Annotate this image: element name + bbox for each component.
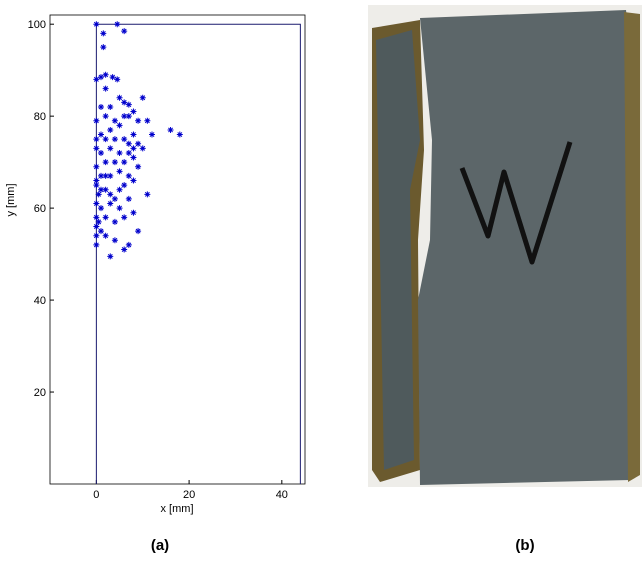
point (130, 145, 136, 151)
axes-frame (50, 15, 305, 484)
specimen-outline (96, 24, 300, 484)
point (100, 44, 106, 50)
point (126, 242, 132, 248)
point (126, 141, 132, 147)
point (107, 201, 113, 207)
point (100, 30, 106, 36)
point (135, 118, 141, 124)
point (114, 76, 120, 82)
point (117, 168, 123, 174)
point (130, 132, 136, 138)
point (107, 253, 113, 259)
x-tick-label: 40 (276, 489, 288, 501)
point (107, 127, 113, 133)
point (140, 145, 146, 151)
point (117, 187, 123, 193)
x-tick-label: 0 (93, 489, 99, 501)
y-tick-label: 40 (34, 295, 46, 307)
point (144, 118, 150, 124)
point (168, 127, 174, 133)
point (103, 72, 109, 78)
point (130, 155, 136, 161)
point (103, 214, 109, 220)
point (103, 187, 109, 193)
point (93, 201, 99, 207)
specimen-photo (368, 5, 642, 487)
point (103, 233, 109, 239)
point (144, 191, 150, 197)
y-tick-label: 20 (34, 387, 46, 399)
point (149, 132, 155, 138)
point (135, 228, 141, 234)
point (103, 86, 109, 92)
point (130, 109, 136, 115)
point (103, 113, 109, 119)
point (117, 150, 123, 156)
point (121, 214, 127, 220)
point (177, 132, 183, 138)
point (93, 164, 99, 170)
point (112, 219, 118, 225)
point (114, 21, 120, 27)
point (140, 95, 146, 101)
y-tick-label: 100 (28, 19, 46, 31)
caption-a: (a) (151, 537, 169, 554)
point (98, 104, 104, 110)
point (126, 173, 132, 179)
caption-b: (b) (515, 537, 534, 554)
point (126, 196, 132, 202)
point (121, 28, 127, 34)
point (130, 178, 136, 184)
point (93, 136, 99, 142)
point (121, 182, 127, 188)
point (126, 113, 132, 119)
point (121, 136, 127, 142)
point (112, 196, 118, 202)
point (121, 159, 127, 165)
point (135, 164, 141, 170)
x-axis-label: x [mm] (161, 503, 194, 515)
point (93, 242, 99, 248)
y-tick-label: 80 (34, 111, 46, 123)
point (103, 159, 109, 165)
point (93, 21, 99, 27)
figure: x [mm] y [mm] (a) (b) 0 20 40 20 40 60 80 100 (0, 0, 642, 556)
point (117, 205, 123, 211)
point (117, 122, 123, 128)
point (130, 210, 136, 216)
point (121, 247, 127, 253)
point (135, 141, 141, 147)
point (93, 118, 99, 124)
point (93, 145, 99, 151)
point (103, 173, 109, 179)
y-axis-label: y [mm] (5, 184, 17, 217)
point (107, 191, 113, 197)
point (112, 136, 118, 142)
point (98, 150, 104, 156)
point (126, 150, 132, 156)
point (112, 237, 118, 243)
point (126, 102, 132, 108)
point (98, 132, 104, 138)
point (98, 205, 104, 211)
point (112, 118, 118, 124)
point (103, 136, 109, 142)
point (112, 159, 118, 165)
y-tick-label: 60 (34, 203, 46, 215)
x-tick-label: 20 (183, 489, 195, 501)
point (93, 182, 99, 188)
point (107, 104, 113, 110)
point (117, 95, 123, 101)
point (93, 233, 99, 239)
point (98, 228, 104, 234)
point (107, 145, 113, 151)
